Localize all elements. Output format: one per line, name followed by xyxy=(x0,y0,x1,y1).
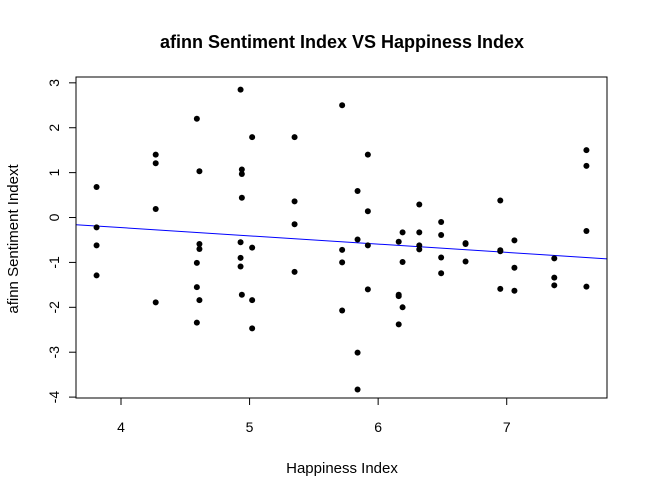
data-point xyxy=(583,162,590,169)
y-tick-label: -2 xyxy=(46,301,62,314)
data-point xyxy=(152,151,159,158)
data-point xyxy=(238,194,245,201)
data-point xyxy=(196,241,203,248)
data-point xyxy=(354,188,361,195)
data-point xyxy=(364,208,371,215)
data-point xyxy=(193,115,200,122)
data-point xyxy=(438,232,445,239)
data-point xyxy=(93,183,100,190)
data-point xyxy=(462,258,469,265)
data-point xyxy=(399,258,406,265)
data-point xyxy=(354,236,361,243)
y-tick-label: -4 xyxy=(46,391,62,404)
data-point xyxy=(354,349,361,356)
data-point xyxy=(497,197,504,204)
chart-title: afinn Sentiment Index VS Happiness Index xyxy=(160,32,524,52)
y-tick-label: -1 xyxy=(46,256,62,269)
data-point xyxy=(196,297,203,304)
data-point xyxy=(193,319,200,326)
data-point xyxy=(249,325,256,332)
data-point xyxy=(438,270,445,277)
data-point xyxy=(416,229,423,236)
data-point xyxy=(511,287,518,294)
data-point xyxy=(196,245,203,252)
data-point xyxy=(364,151,371,158)
x-axis-label: Happiness Index xyxy=(286,460,398,477)
data-point xyxy=(339,307,346,314)
y-axis-label: afinn Sentiment Indext xyxy=(5,164,22,314)
data-point xyxy=(462,241,469,248)
data-point xyxy=(291,221,298,228)
data-point xyxy=(339,102,346,109)
data-point xyxy=(395,321,402,328)
data-point xyxy=(238,170,245,177)
x-tick-label: 4 xyxy=(117,419,125,435)
data-point xyxy=(511,264,518,271)
data-point xyxy=(399,304,406,311)
data-point xyxy=(249,297,256,304)
data-point xyxy=(551,282,558,289)
data-point xyxy=(438,219,445,226)
data-point xyxy=(152,160,159,167)
data-point xyxy=(238,291,245,298)
data-point xyxy=(339,246,346,253)
data-point xyxy=(152,299,159,306)
data-point xyxy=(364,242,371,249)
data-point xyxy=(364,286,371,293)
data-point xyxy=(416,201,423,208)
regression-line xyxy=(75,224,608,260)
data-point xyxy=(93,224,100,231)
data-point xyxy=(583,147,590,154)
x-tick-label: 7 xyxy=(503,419,511,435)
y-tick-label: 1 xyxy=(46,169,62,177)
data-point xyxy=(193,259,200,266)
data-points-layer xyxy=(93,86,590,393)
y-tick-label: 0 xyxy=(46,213,62,221)
data-point xyxy=(416,246,423,253)
y-tick-label: 3 xyxy=(46,79,62,87)
data-point xyxy=(339,259,346,266)
data-point xyxy=(497,285,504,292)
data-point xyxy=(237,254,244,261)
data-point xyxy=(438,254,445,261)
data-point xyxy=(249,134,256,141)
data-point xyxy=(93,242,100,249)
data-point xyxy=(237,86,244,93)
data-point xyxy=(196,168,203,175)
data-point xyxy=(354,386,361,393)
axes-layer: 4 5 6 7 -4 -3 -2 -1 0 1 2 3 xyxy=(46,76,608,435)
data-point xyxy=(237,263,244,270)
data-point xyxy=(291,134,298,141)
data-point xyxy=(238,166,245,173)
data-point xyxy=(249,244,256,251)
data-point xyxy=(399,229,406,236)
x-tick-label: 5 xyxy=(246,419,254,435)
data-point xyxy=(93,272,100,279)
data-point xyxy=(511,237,518,244)
data-point xyxy=(583,283,590,290)
data-point xyxy=(497,248,504,255)
data-point xyxy=(291,198,298,205)
x-tick-label: 6 xyxy=(374,419,382,435)
y-tick-label: 2 xyxy=(46,124,62,132)
data-point xyxy=(237,239,244,246)
data-point xyxy=(291,268,298,275)
data-point xyxy=(551,255,558,262)
data-point xyxy=(395,293,402,300)
data-point xyxy=(583,227,590,234)
regression-line-layer xyxy=(75,224,608,260)
y-tick-label: -3 xyxy=(46,346,62,359)
data-point xyxy=(193,284,200,291)
data-point xyxy=(152,205,159,212)
data-point xyxy=(551,274,558,281)
data-point xyxy=(395,238,402,245)
